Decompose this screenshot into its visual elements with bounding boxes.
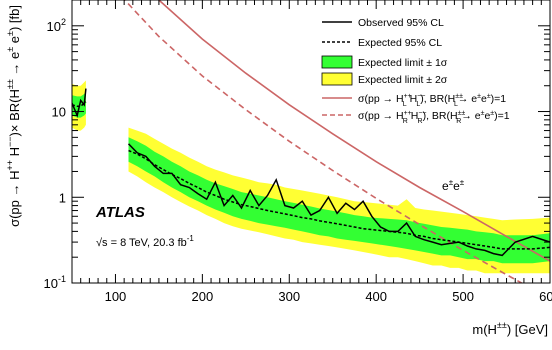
legend-theory-left-label: σ(pp → H++ L H−− L), BR(H±± L→ e±e±)=1 [358, 93, 506, 108]
x-axis-title: m(H±±) [GeV] [472, 320, 548, 337]
x-tick-label: 400 [365, 289, 387, 304]
experiment-label: ATLAS [95, 204, 145, 221]
y-tick-label: 10-1 [44, 274, 66, 291]
legend-band2-swatch [321, 72, 353, 86]
x-tick-label: 600 [539, 289, 552, 304]
theory-curves [123, 0, 550, 283]
y-tick-label: 1 [59, 190, 66, 205]
legend-band1-label: Expected limit ± 1σ [358, 57, 448, 69]
legend: Observed 95% CL Expected 95% CL Expected… [321, 17, 510, 125]
plot-frame [71, 0, 551, 284]
channel-label: e±e± [442, 178, 465, 193]
x-tick-label: 100 [105, 289, 127, 304]
legend-band2-label: Expected limit ± 2σ [358, 74, 448, 86]
legend-observed-label: Observed 95% CL [358, 17, 444, 29]
axes: 100 200 300 400 500 600 10-1 1 10 102 [44, 0, 552, 304]
legend-expected-label: Expected 95% CL [358, 37, 442, 49]
y-tick-label: 10 [52, 105, 66, 120]
legend-band1-swatch [321, 55, 353, 69]
theory-left-line [157, 0, 550, 262]
y-axis-title: σ(pp → H++ H−−)× BR(H±± → e± e±) [fb] [5, 5, 22, 227]
expected-line-1 [128, 149, 550, 250]
observed-line-1 [127, 143, 550, 257]
energy-label: √s = 8 TeV, 20.3 fb-1 [96, 234, 194, 249]
x-tick-label: 300 [278, 289, 300, 304]
y-tick-label: 102 [47, 17, 66, 34]
legend-theory-right-label: σ(pp → H++ R H−− R), BR(H±± R→ e±e±)=1 [358, 110, 510, 125]
x-tick-label: 500 [452, 289, 474, 304]
band-1sigma-1 [128, 137, 550, 264]
theory-right-line [123, 0, 524, 283]
x-tick-label: 200 [192, 289, 214, 304]
